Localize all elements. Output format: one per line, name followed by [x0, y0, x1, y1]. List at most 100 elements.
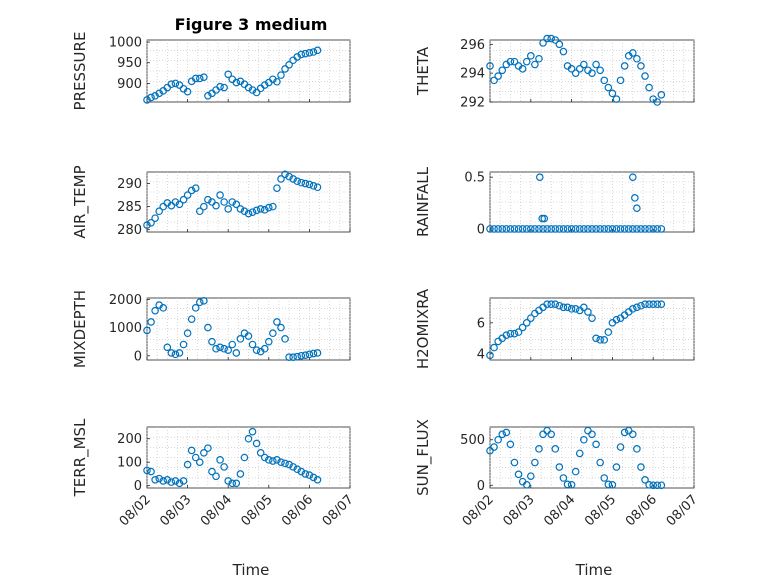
- terr_msl-data-point: [301, 470, 310, 478]
- h2omixra-data-point: [506, 329, 515, 338]
- pressure-data-point: [232, 78, 241, 87]
- mixdepth-data-point: [200, 297, 208, 305]
- terr_msl-data-point: [220, 463, 228, 471]
- theta-data-point: [657, 90, 666, 99]
- h2omixra-data-point: [612, 315, 621, 324]
- rainfall-data-point: [633, 225, 641, 233]
- rainfall-data-point: [628, 173, 637, 181]
- air_temp-data-point: [236, 205, 245, 213]
- theta-data-point: [604, 83, 613, 92]
- pressure-data-point: [309, 48, 318, 56]
- sun_flux-data-point: [641, 476, 649, 484]
- mixdepth-data-point: [143, 326, 151, 335]
- theta-data-point: [620, 62, 629, 70]
- mixdepth-data-point: [232, 349, 241, 357]
- h2omixra-ytick-label: 6: [477, 316, 485, 331]
- sun_flux-data-point: [567, 481, 576, 489]
- theta-data-point: [547, 34, 556, 43]
- xtick-label-right: 08/05: [582, 492, 619, 529]
- air_temp-data-point: [305, 180, 314, 189]
- h2omixra-data-point: [551, 300, 560, 309]
- h2omixra-data-point: [526, 314, 535, 322]
- xtick-label-right: 08/06: [623, 492, 660, 529]
- mixdepth-data-point: [191, 304, 200, 312]
- terr_msl-data-point: [289, 463, 297, 471]
- pressure-data-point: [183, 87, 192, 96]
- rainfall-data-point: [633, 204, 641, 213]
- air_temp-data-point: [273, 184, 281, 192]
- terr_msl-data-point: [273, 456, 281, 464]
- sun_flux-ylabel: SUN_FLUX: [414, 419, 433, 496]
- sun_flux-data-point: [510, 458, 519, 467]
- rainfall-ytick-label: 0.5: [464, 171, 485, 186]
- sun_flux-data-point: [490, 443, 498, 451]
- terr_msl-data-point: [285, 460, 293, 469]
- h2omixra-data-point: [571, 305, 580, 313]
- mixdepth-data-point: [264, 337, 273, 346]
- mixdepth-data-point: [151, 306, 159, 315]
- h2omixra-data-point: [580, 303, 588, 312]
- pressure-data-point: [252, 88, 261, 97]
- rainfall-data-point: [506, 225, 515, 233]
- mixdepth-data-point: [183, 329, 192, 338]
- mixdepth-data-point: [208, 337, 216, 346]
- mixdepth-data-point: [175, 349, 184, 357]
- mixdepth-data-point: [277, 323, 285, 332]
- h2omixra-data-point: [490, 343, 498, 352]
- mixdepth-data-point: [236, 335, 245, 343]
- theta-data-point: [494, 72, 502, 80]
- h2omixra-data-point: [596, 336, 604, 344]
- terr_msl-data-point: [163, 475, 172, 484]
- pressure-data-point: [220, 83, 228, 92]
- air_temp-data-point: [297, 178, 306, 187]
- theta-data-point: [612, 95, 621, 103]
- air_temp-data-point: [228, 198, 237, 206]
- mixdepth-data-point: [273, 318, 281, 326]
- rainfall-data-point: [547, 225, 556, 233]
- mixdepth-data-point: [248, 340, 257, 349]
- mixdepth-ytick-label: 0: [134, 349, 142, 364]
- sun_flux-data-point: [600, 474, 609, 482]
- terr_msl-data-point: [277, 458, 285, 466]
- rainfall-data-point: [540, 214, 549, 223]
- h2omixra-data-point: [584, 308, 592, 316]
- rainfall-data-point: [616, 225, 625, 233]
- sun_flux-data-point: [563, 480, 572, 489]
- rainfall-data-point: [559, 225, 568, 233]
- mixdepth-data-point: [187, 315, 196, 323]
- pressure-data-point: [200, 73, 208, 82]
- rainfall-data-point: [535, 225, 543, 233]
- air_temp-ytick-label: 290: [117, 177, 142, 192]
- theta-data-point: [531, 60, 539, 69]
- rainfall-data-point: [567, 225, 576, 233]
- air_temp-data-point: [179, 195, 188, 204]
- pressure-data-point: [297, 50, 306, 59]
- sun_flux-data-point: [522, 481, 531, 489]
- pressure-data-point: [155, 89, 163, 98]
- mixdepth-ylabel: MIXDEPTH: [71, 290, 89, 368]
- theta-data-point: [571, 69, 580, 77]
- theta-data-point: [535, 54, 543, 63]
- mixdepth-data-point: [252, 346, 261, 354]
- theta-data-point: [653, 98, 662, 106]
- pressure-data-point: [305, 49, 314, 57]
- h2omixra-data-point: [645, 300, 653, 309]
- air_temp-data-point: [256, 205, 265, 213]
- h2omixra-data-point: [502, 331, 511, 340]
- terr_msl-data-point: [305, 471, 314, 479]
- xtick-label-left: 08/02: [117, 492, 154, 529]
- mixdepth-data-point: [171, 350, 180, 359]
- air_temp-data-point: [269, 202, 277, 211]
- rainfall-data-point: [543, 225, 551, 233]
- terr_msl-data-point: [236, 470, 245, 478]
- air_temp-data-point: [232, 200, 241, 209]
- theta-data-point: [522, 57, 531, 66]
- terr_msl-data-point: [159, 477, 168, 485]
- mixdepth-data-point: [289, 353, 297, 361]
- h2omixra-data-point: [559, 303, 568, 312]
- pressure-data-point: [195, 74, 204, 83]
- xtick-label-right: 08/02: [460, 492, 497, 529]
- air_temp-data-point: [313, 183, 322, 192]
- theta-ytick-label: 292: [460, 96, 485, 111]
